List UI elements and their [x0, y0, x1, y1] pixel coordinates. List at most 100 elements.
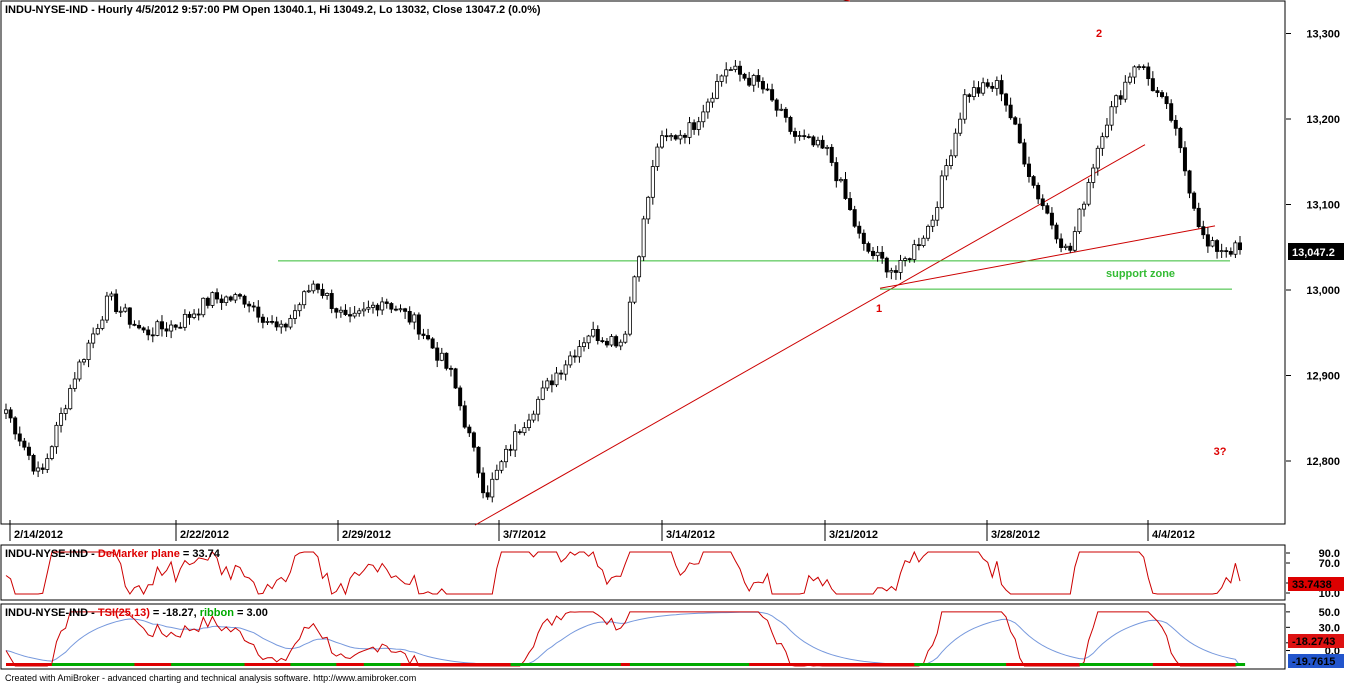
candle-body	[1026, 163, 1031, 177]
ribbon-segment	[895, 663, 906, 666]
candle-body	[476, 446, 481, 474]
ribbon-segment	[795, 663, 805, 666]
ribbon-segment	[886, 663, 897, 666]
candle-body	[770, 89, 775, 101]
candle-body	[467, 426, 472, 434]
ribbon-label: ribbon	[200, 607, 234, 619]
candle-body	[100, 319, 105, 329]
ribbon-segment	[914, 663, 924, 666]
price-pane-frame	[0, 0, 1286, 525]
ribbon-segment	[950, 663, 961, 666]
candle-body	[774, 99, 779, 111]
candle-body	[293, 310, 298, 319]
candle-body	[384, 301, 389, 304]
ribbon-segment	[262, 663, 273, 666]
candle-body	[1063, 245, 1068, 248]
ribbon-segment	[850, 663, 860, 666]
wave-2-label: 2	[1096, 28, 1102, 40]
candle-body	[967, 94, 972, 97]
candle-body	[403, 308, 408, 312]
candle-body	[614, 336, 619, 347]
ribbon-segment	[987, 663, 998, 666]
ribbon-segment	[391, 663, 402, 666]
candle-body	[169, 324, 174, 332]
ribbon-segment	[61, 663, 71, 666]
candle-body	[1118, 95, 1123, 100]
candle-body	[444, 352, 449, 369]
tsi-value-box	[1288, 634, 1344, 648]
candle-body	[829, 146, 834, 163]
demarker-value-label: 33.7438	[1292, 579, 1332, 591]
candle-body	[256, 306, 261, 318]
candle-body	[926, 225, 931, 239]
ribbon-segment	[877, 663, 888, 666]
candle-body	[935, 207, 940, 221]
candle-body	[283, 323, 288, 328]
candle-body	[49, 446, 54, 459]
candle-body	[40, 467, 45, 470]
candle-body	[132, 323, 137, 326]
candle-body	[655, 146, 660, 167]
demarker-tick-label: 70.0	[1319, 558, 1340, 570]
candle-body	[490, 478, 495, 498]
candle-body	[366, 306, 371, 310]
price-tick-label: 13,100	[1306, 200, 1340, 212]
time-axis: 2/14/2012 2/22/2012 2/29/2012 3/7/2012 3/14/…	[9, 520, 1195, 541]
candle-body	[1127, 76, 1132, 83]
candle-body	[554, 372, 559, 386]
candle-body	[793, 131, 798, 137]
candle-body	[600, 340, 605, 342]
ribbon-segment	[244, 663, 255, 666]
candle-body	[1045, 205, 1050, 214]
candle-body	[141, 327, 146, 331]
candle-body	[462, 405, 467, 428]
candle-body	[260, 316, 265, 323]
candle-body	[907, 258, 912, 261]
ribbon-segment	[675, 663, 686, 666]
candle-body	[880, 251, 885, 259]
candle-body	[1004, 93, 1009, 106]
candle-body	[939, 175, 944, 208]
ribbon-segment	[171, 663, 181, 666]
price-tick-label: 13,200	[1306, 114, 1340, 126]
ribbon-segment	[382, 663, 392, 666]
candle-body	[825, 146, 830, 149]
candle-body	[861, 232, 866, 244]
candle-body	[72, 378, 77, 389]
candle-body	[1132, 66, 1137, 78]
ribbon-segment	[1024, 663, 1035, 666]
candle-body	[701, 111, 706, 123]
candle-body	[471, 432, 476, 448]
ribbon-segment	[868, 663, 879, 666]
candle-body	[962, 94, 967, 120]
candle-body	[664, 135, 669, 138]
ribbon-segment	[620, 663, 631, 666]
candle-body	[334, 308, 339, 313]
candle-body	[155, 321, 160, 336]
candle-body	[1031, 176, 1036, 186]
ribbon-segment	[528, 663, 539, 666]
candle-body	[178, 326, 183, 329]
candle-body	[205, 297, 210, 306]
ribbon-segment	[1207, 663, 1218, 666]
ribbon-segment	[207, 663, 218, 666]
candle-body	[650, 166, 655, 198]
ribbon-segment	[317, 663, 328, 666]
candle-body	[692, 122, 697, 130]
candle-body	[994, 80, 999, 89]
ribbon-segment	[180, 663, 190, 666]
candle-body	[325, 293, 330, 296]
candle-body	[95, 328, 100, 335]
ribbon-segment	[657, 663, 668, 666]
candle-body	[302, 291, 307, 306]
ribbon-segment	[409, 663, 420, 666]
candle-body	[393, 308, 398, 311]
candle-body	[59, 413, 64, 426]
ribbon-segment	[1061, 663, 1071, 666]
ribbon-segment	[97, 663, 108, 666]
ribbon-segment	[510, 663, 521, 666]
ribbon-segment	[941, 663, 952, 666]
candle-body	[1160, 92, 1165, 97]
candle-body	[453, 368, 458, 389]
candle-body	[1201, 226, 1206, 236]
